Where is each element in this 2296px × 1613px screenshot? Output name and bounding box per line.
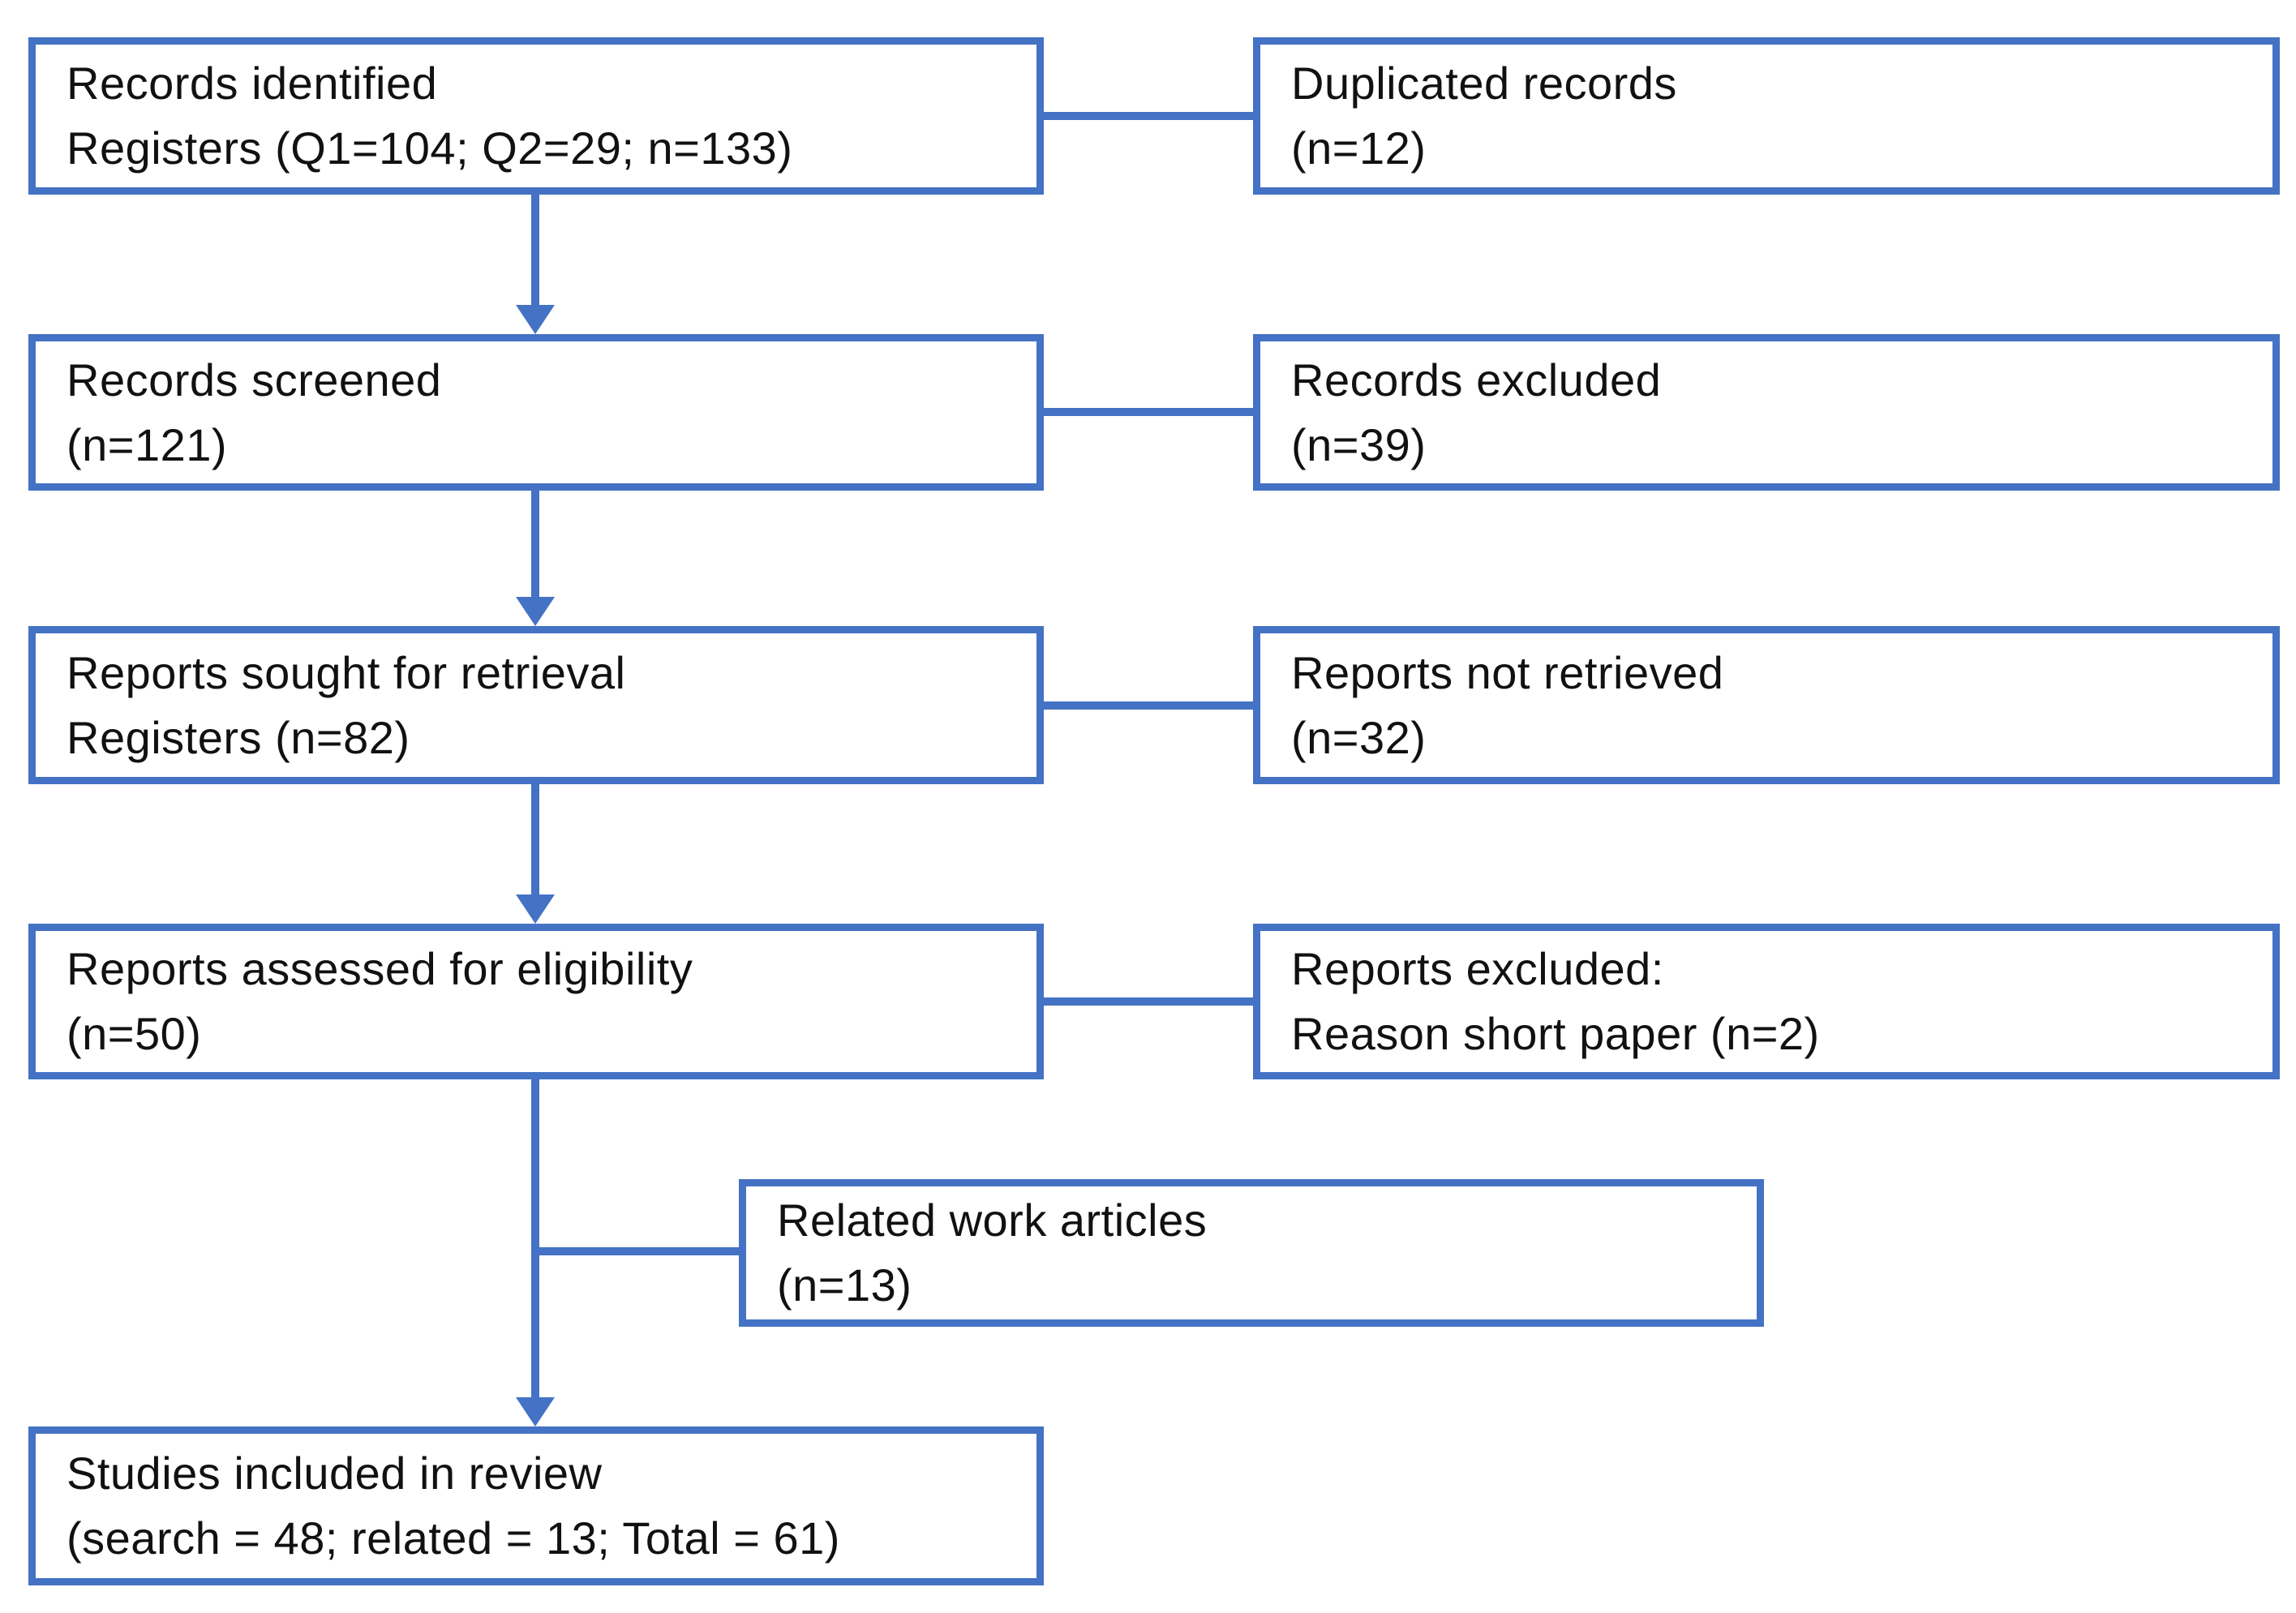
box-text-line: Registers (n=82)	[67, 711, 410, 763]
connector-related-work-to-main-flow	[535, 1247, 739, 1255]
box-text-line: Records screened	[67, 354, 442, 405]
arrow-sought-to-assessed	[531, 783, 539, 896]
box-text-line: (n=39)	[1291, 418, 1427, 470]
box-text-line: Records excluded	[1291, 354, 1662, 405]
box-text-line: Records identified	[67, 58, 438, 109]
box-studies-included: Studies included in review (search = 48;…	[28, 1426, 1044, 1585]
box-reports-excluded: Reports excluded: Reason short paper (n=…	[1253, 924, 2280, 1079]
arrowhead-down-icon	[516, 597, 555, 626]
connector-assessed-to-excluded	[1044, 997, 1253, 1006]
box-reports-sought: Reports sought for retrieval Registers (…	[28, 626, 1044, 784]
box-text-line: (n=32)	[1291, 711, 1427, 763]
box-text-line: (n=13)	[777, 1259, 912, 1311]
connector-screened-to-excluded	[1044, 408, 1253, 416]
arrowhead-down-icon	[516, 305, 555, 334]
box-text-line: Duplicated records	[1291, 58, 1677, 109]
arrow-screened-to-sought	[531, 489, 539, 599]
box-text-line: (n=121)	[67, 418, 228, 470]
box-reports-assessed: Reports assessed for eligibility (n=50)	[28, 924, 1044, 1079]
box-text-line: Studies included in review	[67, 1448, 603, 1499]
box-reports-not-retrieved: Reports not retrieved (n=32)	[1253, 626, 2280, 784]
box-records-identified: Records identified Registers (Q1=104; Q2…	[28, 37, 1044, 195]
box-records-screened: Records screened (n=121)	[28, 334, 1044, 491]
arrowhead-down-icon	[516, 1397, 555, 1426]
arrow-assessed-to-included	[531, 1078, 539, 1399]
arrow-identified-to-screened	[531, 193, 539, 308]
box-related-work: Related work articles (n=13)	[739, 1179, 1764, 1327]
box-text-line: Reports not retrieved	[1291, 646, 1724, 698]
box-text-line: Registers (Q1=104; Q2=29; n=133)	[67, 122, 793, 174]
connector-sought-to-not-retrieved	[1044, 701, 1253, 710]
box-text-line: (n=50)	[67, 1008, 202, 1059]
box-text-line: Related work articles	[777, 1195, 1208, 1246]
box-text-line: Reports sought for retrieval	[67, 646, 626, 698]
box-text-line: Reason short paper (n=2)	[1291, 1008, 1820, 1059]
box-text-line: Reports assessed for eligibility	[67, 943, 693, 995]
box-records-excluded: Records excluded (n=39)	[1253, 334, 2280, 491]
connector-identified-to-duplicated	[1044, 112, 1253, 120]
box-text-line: (n=12)	[1291, 122, 1427, 174]
box-text-line: Reports excluded:	[1291, 943, 1664, 995]
box-text-line: (search = 48; related = 13; Total = 61)	[67, 1512, 840, 1564]
arrowhead-down-icon	[516, 894, 555, 924]
box-duplicated-records: Duplicated records (n=12)	[1253, 37, 2280, 195]
